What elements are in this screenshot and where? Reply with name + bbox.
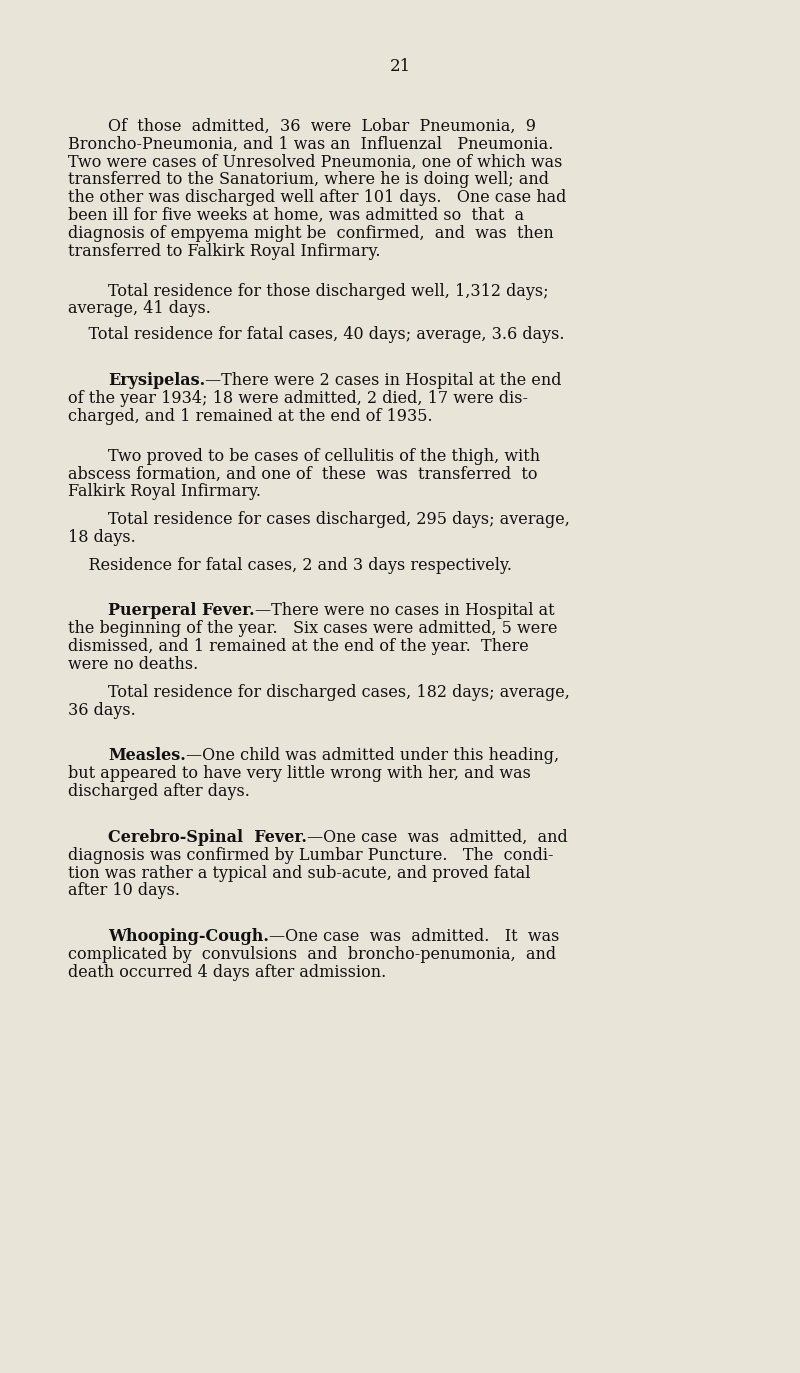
Text: —One child was admitted under this heading,: —One child was admitted under this headi… xyxy=(186,747,559,765)
Text: been ill for five weeks at home, was admitted so  that  a: been ill for five weeks at home, was adm… xyxy=(68,207,524,224)
Text: Of  those  admitted,  36  were  Lobar  Pneumonia,  9: Of those admitted, 36 were Lobar Pneumon… xyxy=(108,118,536,135)
Text: the other was discharged well after 101 days.   One case had: the other was discharged well after 101 … xyxy=(68,189,566,206)
Text: dismissed, and 1 remained at the end of the year.  There: dismissed, and 1 remained at the end of … xyxy=(68,638,529,655)
Text: complicated by  convulsions  and  broncho-penumonia,  and: complicated by convulsions and broncho-p… xyxy=(68,946,556,962)
Text: Total residence for those discharged well, 1,312 days;: Total residence for those discharged wel… xyxy=(108,283,549,299)
Text: Erysipelas.: Erysipelas. xyxy=(108,372,205,389)
Text: Whooping-Cough.: Whooping-Cough. xyxy=(108,928,269,945)
Text: tion was rather a typical and sub-acute, and proved fatal: tion was rather a typical and sub-acute,… xyxy=(68,865,530,881)
Text: but appeared to have very little wrong with her, and was: but appeared to have very little wrong w… xyxy=(68,765,531,783)
Text: the beginning of the year.   Six cases were admitted, 5 were: the beginning of the year. Six cases wer… xyxy=(68,621,558,637)
Text: —One case  was  admitted,  and: —One case was admitted, and xyxy=(307,829,568,846)
Text: death occurred 4 days after admission.: death occurred 4 days after admission. xyxy=(68,964,386,980)
Text: Falkirk Royal Infirmary.: Falkirk Royal Infirmary. xyxy=(68,483,261,500)
Text: Puerperal Fever.: Puerperal Fever. xyxy=(108,603,254,619)
Text: 18 days.: 18 days. xyxy=(68,529,136,546)
Text: after 10 days.: after 10 days. xyxy=(68,883,180,899)
Text: were no deaths.: were no deaths. xyxy=(68,656,198,673)
Text: transferred to Falkirk Royal Infirmary.: transferred to Falkirk Royal Infirmary. xyxy=(68,243,381,259)
Text: —There were no cases in Hospital at: —There were no cases in Hospital at xyxy=(254,603,554,619)
Text: Total residence for fatal cases, 40 days; average, 3.6 days.: Total residence for fatal cases, 40 days… xyxy=(68,327,565,343)
Text: abscess formation, and one of  these  was  transferred  to: abscess formation, and one of these was … xyxy=(68,465,538,482)
Text: 21: 21 xyxy=(390,58,410,76)
Text: discharged after days.: discharged after days. xyxy=(68,783,250,800)
Text: charged, and 1 remained at the end of 1935.: charged, and 1 remained at the end of 19… xyxy=(68,408,433,424)
Text: 36 days.: 36 days. xyxy=(68,702,136,718)
Text: —One case  was  admitted.   It  was: —One case was admitted. It was xyxy=(269,928,559,945)
Text: Measles.: Measles. xyxy=(108,747,186,765)
Text: Total residence for cases discharged, 295 days; average,: Total residence for cases discharged, 29… xyxy=(108,511,570,529)
Text: transferred to the Sanatorium, where he is doing well; and: transferred to the Sanatorium, where he … xyxy=(68,172,549,188)
Text: —There were 2 cases in Hospital at the end: —There were 2 cases in Hospital at the e… xyxy=(205,372,562,389)
Text: of the year 1934; 18 were admitted, 2 died, 17 were dis-: of the year 1934; 18 were admitted, 2 di… xyxy=(68,390,528,406)
Text: Total residence for discharged cases, 182 days; average,: Total residence for discharged cases, 18… xyxy=(108,684,570,700)
Text: diagnosis was confirmed by Lumbar Puncture.   The  condi-: diagnosis was confirmed by Lumbar Punctu… xyxy=(68,847,554,864)
Text: Residence for fatal cases, 2 and 3 days respectively.: Residence for fatal cases, 2 and 3 days … xyxy=(68,556,512,574)
Text: average, 41 days.: average, 41 days. xyxy=(68,301,211,317)
Text: Broncho-Pneumonia, and 1 was an  Influenzal   Pneumonia.: Broncho-Pneumonia, and 1 was an Influenz… xyxy=(68,136,554,152)
Text: Two proved to be cases of cellulitis of the thigh, with: Two proved to be cases of cellulitis of … xyxy=(108,448,540,464)
Text: Cerebro-Spinal  Fever.: Cerebro-Spinal Fever. xyxy=(108,829,307,846)
Text: diagnosis of empyema might be  confirmed,  and  was  then: diagnosis of empyema might be confirmed,… xyxy=(68,225,554,242)
Text: Two were cases of Unresolved Pneumonia, one of which was: Two were cases of Unresolved Pneumonia, … xyxy=(68,154,562,170)
